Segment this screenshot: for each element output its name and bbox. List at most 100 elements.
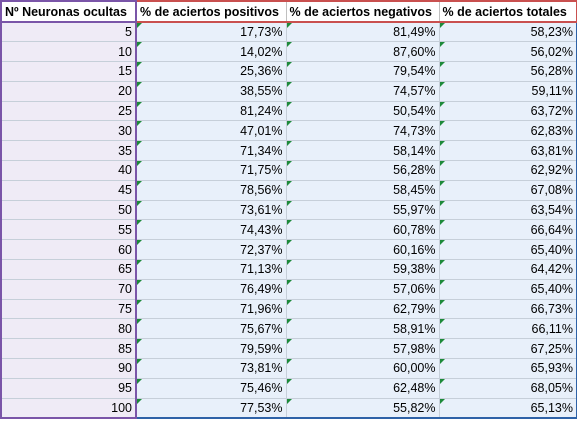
cell-negative-hits[interactable]: 60,16% xyxy=(286,239,440,261)
cell-negative-hits[interactable]: 57,98% xyxy=(286,338,440,360)
cell-negative-hits[interactable]: 58,14% xyxy=(286,140,440,162)
error-indicator-icon[interactable] xyxy=(286,180,292,186)
cell-positive-hits[interactable]: 25,36% xyxy=(135,61,287,82)
cell-total-hits[interactable]: 65,13% xyxy=(439,398,577,419)
cell-total-hits[interactable]: 62,83% xyxy=(439,120,577,142)
error-indicator-icon[interactable] xyxy=(286,359,292,365)
error-indicator-icon[interactable] xyxy=(439,220,445,226)
error-indicator-icon[interactable] xyxy=(286,319,292,325)
error-indicator-icon[interactable] xyxy=(439,200,445,206)
error-indicator-icon[interactable] xyxy=(138,180,142,186)
cell-positive-hits[interactable]: 71,34% xyxy=(135,140,287,162)
error-indicator-icon[interactable] xyxy=(439,23,445,28)
cell-negative-hits[interactable]: 58,91% xyxy=(286,318,440,340)
cell-total-hits[interactable]: 59,11% xyxy=(439,81,577,102)
error-indicator-icon[interactable] xyxy=(286,81,292,87)
cell-hidden-neurons[interactable]: 70 xyxy=(0,279,137,300)
error-indicator-icon[interactable] xyxy=(286,200,292,206)
cell-total-hits[interactable]: 63,81% xyxy=(439,140,577,162)
cell-positive-hits[interactable]: 71,75% xyxy=(135,160,287,181)
error-indicator-icon[interactable] xyxy=(439,339,445,345)
cell-positive-hits[interactable]: 77,53% xyxy=(135,398,287,419)
error-indicator-icon[interactable] xyxy=(138,359,142,365)
error-indicator-icon[interactable] xyxy=(439,141,445,147)
header-positive-hits[interactable]: % de aciertos positivos xyxy=(135,0,287,23)
error-indicator-icon[interactable] xyxy=(286,161,292,167)
cell-negative-hits[interactable]: 55,82% xyxy=(286,398,440,419)
error-indicator-icon[interactable] xyxy=(138,279,142,285)
cell-positive-hits[interactable]: 76,49% xyxy=(135,279,287,300)
cell-total-hits[interactable]: 65,40% xyxy=(439,279,577,300)
error-indicator-icon[interactable] xyxy=(138,42,142,48)
error-indicator-icon[interactable] xyxy=(138,121,142,127)
error-indicator-icon[interactable] xyxy=(138,398,142,404)
cell-negative-hits[interactable]: 58,45% xyxy=(286,180,440,201)
error-indicator-icon[interactable] xyxy=(286,121,292,127)
cell-hidden-neurons[interactable]: 55 xyxy=(0,219,137,241)
cell-positive-hits[interactable]: 38,55% xyxy=(135,81,287,102)
cell-positive-hits[interactable]: 81,24% xyxy=(135,101,287,122)
cell-hidden-neurons[interactable]: 60 xyxy=(0,239,137,261)
error-indicator-icon[interactable] xyxy=(286,378,292,384)
error-indicator-icon[interactable] xyxy=(138,260,142,266)
cell-hidden-neurons[interactable]: 100 xyxy=(0,398,137,419)
error-indicator-icon[interactable] xyxy=(286,339,292,345)
cell-total-hits[interactable]: 62,92% xyxy=(439,160,577,181)
cell-positive-hits[interactable]: 72,37% xyxy=(135,239,287,261)
cell-positive-hits[interactable]: 74,43% xyxy=(135,219,287,241)
cell-positive-hits[interactable]: 71,13% xyxy=(135,259,287,280)
cell-hidden-neurons[interactable]: 30 xyxy=(0,120,137,142)
cell-positive-hits[interactable]: 71,96% xyxy=(135,299,287,320)
cell-positive-hits[interactable]: 73,61% xyxy=(135,200,287,221)
error-indicator-icon[interactable] xyxy=(286,260,292,266)
error-indicator-icon[interactable] xyxy=(439,42,445,48)
error-indicator-icon[interactable] xyxy=(439,180,445,186)
error-indicator-icon[interactable] xyxy=(286,101,292,107)
error-indicator-icon[interactable] xyxy=(286,42,292,48)
cell-negative-hits[interactable]: 74,73% xyxy=(286,120,440,142)
cell-hidden-neurons[interactable]: 35 xyxy=(0,140,137,162)
cell-negative-hits[interactable]: 56,28% xyxy=(286,160,440,181)
error-indicator-icon[interactable] xyxy=(138,299,142,305)
cell-hidden-neurons[interactable]: 65 xyxy=(0,259,137,280)
cell-positive-hits[interactable]: 75,46% xyxy=(135,378,287,399)
cell-total-hits[interactable]: 58,23% xyxy=(439,22,577,43)
cell-negative-hits[interactable]: 62,79% xyxy=(286,299,440,320)
error-indicator-icon[interactable] xyxy=(439,299,445,305)
cell-negative-hits[interactable]: 55,97% xyxy=(286,200,440,221)
cell-negative-hits[interactable]: 50,54% xyxy=(286,101,440,122)
cell-total-hits[interactable]: 63,72% xyxy=(439,101,577,122)
cell-positive-hits[interactable]: 73,81% xyxy=(135,358,287,379)
error-indicator-icon[interactable] xyxy=(138,141,142,147)
error-indicator-icon[interactable] xyxy=(138,240,142,246)
cell-positive-hits[interactable]: 14,02% xyxy=(135,41,287,63)
cell-positive-hits[interactable]: 17,73% xyxy=(135,22,287,43)
cell-total-hits[interactable]: 66,11% xyxy=(439,318,577,340)
header-hidden-neurons[interactable]: Nº Neuronas ocultas xyxy=(0,0,137,23)
cell-total-hits[interactable]: 66,64% xyxy=(439,219,577,241)
error-indicator-icon[interactable] xyxy=(439,161,445,167)
error-indicator-icon[interactable] xyxy=(439,319,445,325)
cell-total-hits[interactable]: 56,28% xyxy=(439,61,577,82)
error-indicator-icon[interactable] xyxy=(138,23,142,28)
cell-hidden-neurons[interactable]: 10 xyxy=(0,41,137,63)
cell-hidden-neurons[interactable]: 5 xyxy=(0,22,137,43)
header-negative-hits[interactable]: % de aciertos negativos xyxy=(286,0,440,23)
error-indicator-icon[interactable] xyxy=(286,220,292,226)
error-indicator-icon[interactable] xyxy=(138,101,142,107)
cell-negative-hits[interactable]: 60,78% xyxy=(286,219,440,241)
error-indicator-icon[interactable] xyxy=(439,121,445,127)
error-indicator-icon[interactable] xyxy=(138,378,142,384)
error-indicator-icon[interactable] xyxy=(439,260,445,266)
error-indicator-icon[interactable] xyxy=(138,319,142,325)
cell-total-hits[interactable]: 64,42% xyxy=(439,259,577,280)
cell-total-hits[interactable]: 63,54% xyxy=(439,200,577,221)
cell-hidden-neurons[interactable]: 85 xyxy=(0,338,137,360)
cell-negative-hits[interactable]: 74,57% xyxy=(286,81,440,102)
cell-hidden-neurons[interactable]: 25 xyxy=(0,101,137,122)
error-indicator-icon[interactable] xyxy=(439,62,445,68)
cell-negative-hits[interactable]: 57,06% xyxy=(286,279,440,300)
cell-total-hits[interactable]: 68,05% xyxy=(439,378,577,399)
error-indicator-icon[interactable] xyxy=(286,398,292,404)
cell-total-hits[interactable]: 66,73% xyxy=(439,299,577,320)
